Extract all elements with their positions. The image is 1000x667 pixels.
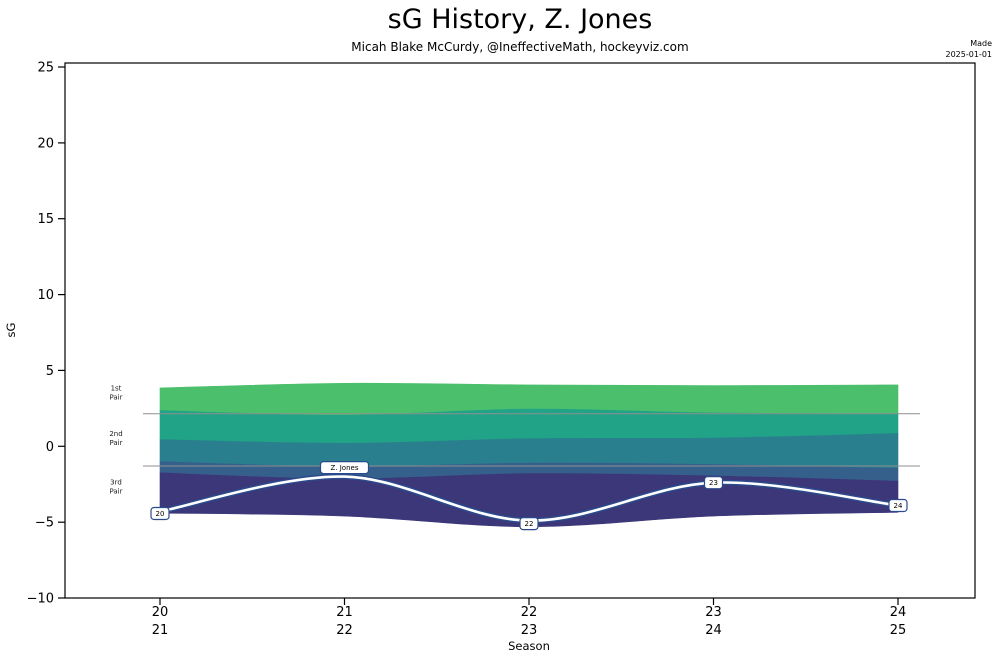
y-tick-label: 20 (37, 136, 54, 151)
season-end: 22 (336, 623, 353, 638)
season-start: 20 (152, 605, 169, 620)
season-start: 24 (890, 605, 907, 620)
y-tick-label: 15 (37, 212, 54, 227)
point-label: 24 (888, 498, 908, 513)
tier-label-line2: Pair (109, 488, 122, 496)
tier-label-line1: 3rd (110, 479, 122, 487)
season-end: 24 (705, 623, 722, 638)
tier-label-line2: Pair (109, 394, 122, 402)
point-label-text: 23 (709, 479, 718, 487)
y-tick-label: 5 (46, 364, 54, 379)
season-start: 22 (521, 605, 538, 620)
tier-label-line1: 1st (111, 385, 122, 393)
season-end: 21 (152, 623, 169, 638)
made-date: 2025-01-01 (945, 50, 993, 59)
made-stamp: Made 2025-01-01 (946, 38, 993, 60)
distribution-bands (159, 382, 899, 528)
season-start: 23 (705, 605, 722, 620)
point-label-text: 24 (894, 502, 903, 510)
y-tick-label: 0 (46, 440, 54, 455)
y-tick-label: −5 (35, 516, 54, 531)
point-label-text: 20 (156, 510, 165, 518)
y-tick-label: 10 (37, 288, 54, 303)
x-tick-label: 22 23 (521, 605, 538, 638)
point-label: 20 (150, 506, 170, 521)
point-label-box (519, 516, 539, 531)
y-axis: 25 20 15 10 5 0 −5 −10 (27, 61, 65, 607)
point-label-text: Z. Jones (331, 464, 359, 472)
tier-label: 1st Pair (109, 385, 122, 402)
point-label: Z. Jones (319, 461, 370, 475)
y-axis-title: sG (4, 323, 18, 338)
plot-frame (64, 62, 976, 599)
point-label-box (319, 461, 370, 475)
x-tick-label: 24 25 (890, 605, 907, 638)
y-tick-label: 25 (37, 61, 54, 76)
tier-label: 3rd Pair (109, 479, 122, 496)
season-end: 25 (890, 623, 907, 638)
chart-title: sG History, Z. Jones (387, 4, 653, 35)
point-label: 22 (519, 516, 539, 531)
point-label-box (888, 498, 908, 513)
point-label: 23 (703, 476, 724, 490)
point-label-box (150, 506, 170, 521)
season-end: 23 (521, 623, 538, 638)
tier-label-line1: 2nd (109, 430, 122, 438)
x-tick-label: 23 24 (705, 605, 722, 638)
point-label-text: 22 (525, 520, 534, 528)
x-tick-label: 20 21 (152, 605, 169, 638)
tier-label-line2: Pair (109, 439, 122, 447)
point-label-box (703, 476, 724, 490)
y-tick-label: −10 (27, 592, 54, 607)
made-label: Made (970, 39, 992, 48)
x-tick-label: 21 22 (336, 605, 353, 638)
chart-subtitle: Micah Blake McCurdy, @IneffectiveMath, h… (351, 40, 689, 54)
x-axis-title: Season (508, 639, 550, 653)
season-start: 21 (336, 605, 353, 620)
tier-label: 2nd Pair (109, 430, 122, 447)
